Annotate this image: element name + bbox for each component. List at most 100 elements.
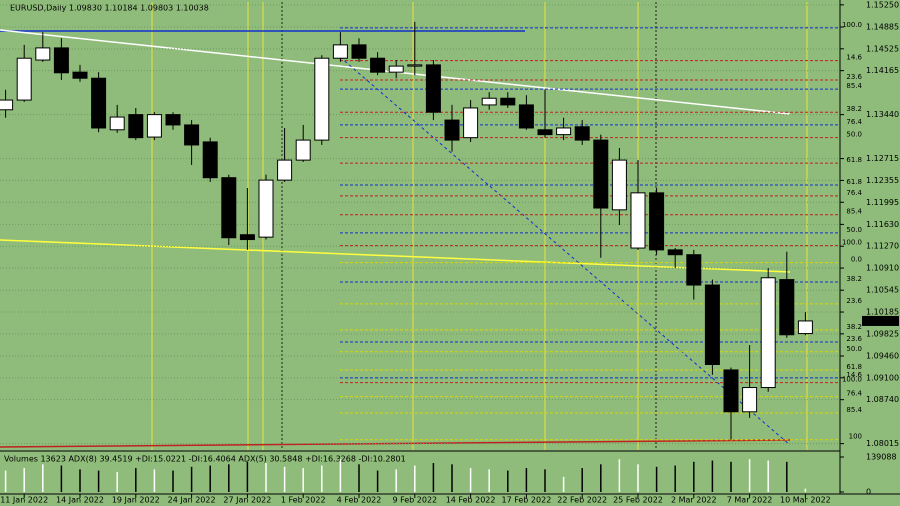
y-tick-label: 1.13440: [866, 110, 899, 119]
fib-label: 23.6: [846, 335, 862, 343]
candle-body: [723, 369, 739, 413]
candle-body: [91, 77, 107, 129]
candle-body: [370, 57, 386, 73]
chart-header: EURUSD,Daily 1.09830 1.10184 1.09803 1.1…: [10, 4, 209, 13]
candle-body: [277, 159, 293, 181]
candle-body: [202, 141, 218, 179]
y-tick-label: 1.09460: [866, 351, 899, 360]
candle-body: [407, 64, 423, 67]
x-tick-label: 25 Feb 2022: [613, 496, 663, 505]
volume-tick-label: 139088: [866, 453, 897, 462]
x-tick-label: 1 Feb 2022: [281, 496, 326, 505]
y-tick-label: 1.10910: [866, 264, 899, 273]
fib-label: 38.2: [846, 275, 862, 283]
current-price-label: 1.10038: [864, 316, 897, 325]
fib-label: 23.6: [846, 73, 862, 81]
y-tick-label: 1.10185: [866, 308, 899, 317]
candle-body: [556, 127, 572, 136]
x-tick-label: 9 Feb 2022: [392, 496, 437, 505]
x-tick-label: 7 Mar 2022: [727, 496, 773, 505]
fib-label: 50.0: [846, 345, 862, 353]
y-tick-label: 1.09825: [866, 329, 899, 338]
candle-body: [314, 57, 330, 141]
x-tick-label: 17 Feb 2022: [502, 496, 552, 505]
fib-label: 50.0: [846, 226, 862, 234]
candle-body: [779, 279, 795, 336]
fib-label: 76.4: [846, 390, 862, 398]
x-tick-label: 14 Jan 2022: [56, 496, 104, 505]
candle-body: [72, 71, 88, 79]
y-tick-label: 1.10545: [866, 286, 899, 295]
candle-body: [500, 97, 516, 106]
fib-label: 100.0: [842, 376, 862, 384]
candle-body: [518, 104, 534, 129]
fib-label: 14.6: [846, 54, 862, 62]
y-tick-label: 1.15250: [866, 0, 899, 9]
x-tick-label: 24 Jan 2022: [168, 496, 216, 505]
y-tick-label: 1.12715: [866, 154, 899, 163]
candle-body: [109, 116, 125, 131]
fib-label: 38.2: [846, 105, 862, 113]
x-tick-label: 14 Feb 2022: [446, 496, 496, 505]
x-tick-label: 4 Feb 2022: [337, 496, 382, 505]
y-tick-label: 1.08740: [866, 395, 899, 404]
candle-body: [239, 234, 255, 241]
candle-body: [797, 320, 813, 335]
fib-label: 85.4: [846, 82, 862, 90]
candle-body: [351, 44, 367, 59]
y-tick-label: 1.08015: [866, 439, 899, 448]
fib-label: 85.4: [846, 406, 862, 414]
candle-body: [649, 192, 665, 251]
fib-label: 100.0: [842, 21, 862, 29]
candle-body: [0, 99, 14, 111]
candle-body: [481, 97, 497, 106]
candle-body: [16, 57, 32, 101]
volume-header: Volumes 13623 ADX(8) 39.4519 +DI:15.0221…: [4, 455, 406, 464]
volume-tick-label: 0: [866, 488, 871, 497]
candle-body: [444, 119, 460, 141]
candle-body: [463, 107, 479, 139]
y-tick-label: 1.14165: [866, 66, 899, 75]
candle-body: [667, 249, 683, 256]
candle-body: [165, 114, 181, 126]
candle-body: [128, 114, 144, 139]
candle-body: [184, 124, 200, 146]
candle-body: [425, 64, 441, 113]
x-tick-label: 11 Jan 2022: [0, 496, 48, 505]
candle-body: [388, 65, 404, 73]
y-tick-label: 1.14885: [866, 22, 899, 31]
candle-body: [574, 126, 590, 141]
x-tick-label: 10 Mar 2022: [780, 496, 831, 505]
level-line: [0, 439, 791, 448]
x-tick-label: 19 Jan 2022: [112, 496, 160, 505]
candle-body: [611, 159, 627, 211]
fib-label: 61.8: [846, 178, 862, 186]
candle-body: [686, 254, 702, 286]
candle-body: [593, 139, 609, 209]
fib-label: 100.0: [842, 239, 862, 247]
y-tick-label: 1.11630: [866, 220, 899, 229]
candle-body: [704, 284, 720, 365]
candle-body: [537, 129, 553, 136]
candle-body: [742, 387, 758, 413]
candle-body: [258, 179, 274, 238]
fib-label: 61.8: [846, 363, 862, 371]
candle-body: [760, 277, 776, 389]
x-tick-label: 27 Jan 2022: [223, 496, 271, 505]
y-tick-label: 1.14525: [866, 44, 899, 53]
y-tick-label: 1.09100: [866, 373, 899, 382]
x-tick-label: 2 Mar 2022: [671, 496, 717, 505]
fib-label: 14.6: [846, 371, 862, 379]
fib-label: 23.6: [846, 297, 862, 305]
fib-label: 85.4: [846, 208, 862, 216]
trend-line: [0, 239, 791, 273]
fib-label: 76.4: [846, 189, 862, 197]
y-tick-label: 1.11995: [866, 198, 899, 207]
fib-label: 100: [849, 433, 862, 441]
candle-body: [53, 47, 69, 74]
x-tick-label: 22 Feb 2022: [557, 496, 607, 505]
candle-body: [35, 47, 51, 61]
y-tick-label: 1.11270: [866, 242, 899, 251]
